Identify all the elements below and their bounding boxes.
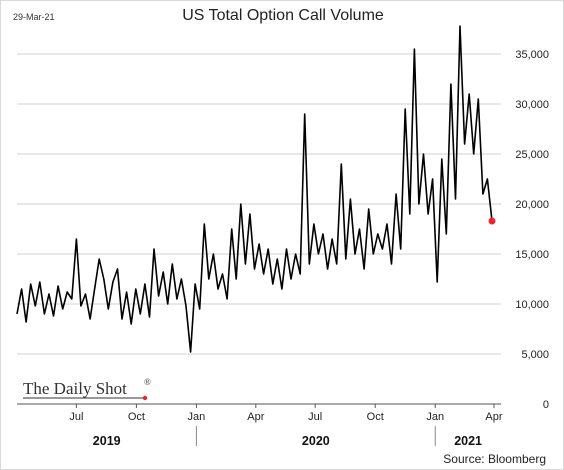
x-tick-label: Oct [367,411,384,423]
y-tick-label: 30,000 [515,99,549,111]
y-axis-tick-labels: 0 5,000 10,000 15,000 20,000 25,000 30,000 35,0… [515,49,549,411]
y-tick-label: 35,000 [515,49,549,61]
x-tick-label: Jan [426,411,444,423]
daily-shot-logo: The Daily Shot ® [23,377,151,401]
y-tick-label: 20,000 [515,199,549,211]
y-tick-label: 10,000 [515,299,549,311]
gridlines [17,53,501,355]
source-note: Source: Bloomberg [443,452,546,466]
year-label: 2021 [454,434,482,448]
x-tick-label: Jul [69,411,83,423]
x-tick-label: Apr [485,411,502,423]
logo-dot [142,395,148,401]
year-label: 2019 [93,434,121,448]
x-tick-label: Oct [128,411,145,423]
date-stamp: 29-Mar-21 [13,12,55,22]
x-tick-label: Jul [308,411,322,423]
year-label: 2020 [302,434,330,448]
logo-registered-mark: ® [144,377,151,387]
y-tick-label: 25,000 [515,149,549,161]
x-tick-label: Jan [188,411,206,423]
y-tick-label: 15,000 [515,249,549,261]
last-value-dot [488,217,496,225]
x-axis: Jul Oct Jan Apr Jul Oct Jan Apr [17,403,503,423]
logo-text: The Daily Shot [23,379,127,398]
chart-title: US Total Option Call Volume [182,7,384,24]
y-tick-label: 0 [543,399,549,411]
x-tick-label: Apr [247,411,264,423]
y-tick-label: 5,000 [521,349,549,361]
series-line [16,25,493,353]
year-labels: 2019 2020 2021 [93,426,482,448]
